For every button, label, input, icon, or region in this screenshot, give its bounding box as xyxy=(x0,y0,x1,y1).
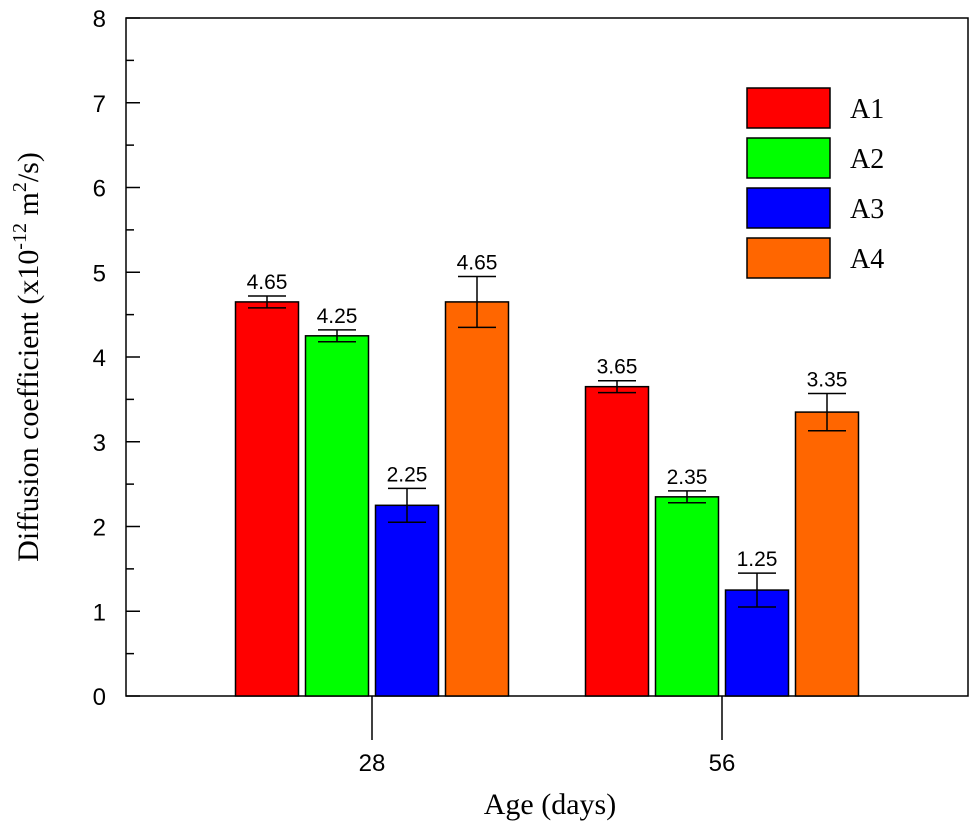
data-label: 3.65 xyxy=(597,356,638,379)
y-axis-title-exponent: -12 xyxy=(9,223,31,250)
y-axis-title-unit: m xyxy=(12,192,45,223)
bar-a2-28 xyxy=(304,335,370,697)
y-tick-label: 4 xyxy=(93,345,106,372)
y-tick-label: 5 xyxy=(93,260,106,287)
y-tick-label: 1 xyxy=(93,599,106,626)
bar-a4-56 xyxy=(794,411,860,697)
bar-a1-28 xyxy=(234,301,300,697)
y-tick-label: 8 xyxy=(93,6,106,33)
legend-swatch-a3 xyxy=(746,187,831,229)
y-tick-label: 6 xyxy=(93,176,106,203)
data-label: 4.25 xyxy=(317,305,358,328)
y-tick-label: 0 xyxy=(93,684,106,711)
bar-a2-56 xyxy=(654,496,720,697)
legend-label: A1 xyxy=(850,94,884,125)
legend: A1 A2 A3 A4 xyxy=(746,87,884,279)
data-label: 2.25 xyxy=(387,463,428,486)
legend-label: A3 xyxy=(850,194,884,225)
data-label: 3.35 xyxy=(807,368,848,391)
legend-swatch-a1 xyxy=(746,87,831,129)
y-tick-label: 3 xyxy=(93,430,106,457)
legend-swatch-a2 xyxy=(746,137,831,179)
legend-label: A2 xyxy=(850,144,884,175)
legend-swatch-a4 xyxy=(746,237,831,279)
y-axis-title-main: Diffusion coefficient (x10 xyxy=(12,250,45,562)
bar-a4-28 xyxy=(444,301,510,697)
y-axis-title-unit-exponent: 2 xyxy=(9,182,31,192)
y-tick-label: 2 xyxy=(93,515,106,542)
y-axis-title: Diffusion coefficient (x10-12 m2/s) xyxy=(9,152,45,562)
bar-a3-28 xyxy=(374,504,440,697)
legend-label: A4 xyxy=(850,244,884,275)
x-tick-label: 28 xyxy=(359,750,386,777)
data-label: 2.35 xyxy=(667,466,708,489)
x-axis-title: Age (days) xyxy=(484,788,616,821)
data-label: 4.65 xyxy=(457,251,498,274)
bar-a1-56 xyxy=(584,385,650,697)
y-axis-title-tail: /s) xyxy=(12,152,45,182)
y-tick-label: 7 xyxy=(93,91,106,118)
x-tick-label: 56 xyxy=(709,750,736,777)
bars: 4.65 4.25 2.25 4.65 3.65 2.35 1.25 3.35 xyxy=(234,251,860,697)
data-label: 1.25 xyxy=(737,548,778,571)
data-label: 4.65 xyxy=(247,271,288,294)
